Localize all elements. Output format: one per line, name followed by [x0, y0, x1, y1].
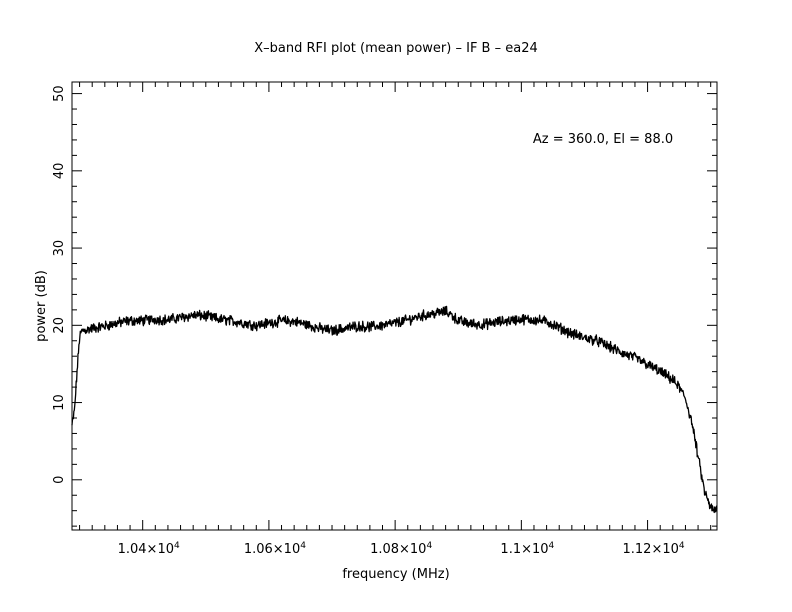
- x-tick-label: 1.04×104: [118, 541, 180, 557]
- y-tick-label: 0: [52, 476, 67, 484]
- axis-ticks: [72, 82, 717, 530]
- chart-annotation: Az = 360.0, El = 88.0: [533, 132, 673, 147]
- x-tick-label: 1.1×104: [500, 541, 554, 557]
- y-axis-label: power (dB): [34, 270, 49, 342]
- tick-labels: 1.04×104 1.06×104 1.08×104 1.1×104 1.12×104 0…: [52, 85, 685, 557]
- x-axis-label: frequency (MHz): [342, 567, 449, 582]
- series-group: [71, 305, 718, 514]
- y-tick-label: 30: [52, 240, 67, 257]
- plot-frame: [71, 81, 718, 531]
- x-tick-label: 1.08×104: [370, 541, 432, 557]
- y-tick-label: 10: [52, 394, 67, 411]
- y-tick-label: 20: [52, 317, 67, 334]
- x-tick-label: 1.12×104: [623, 541, 685, 557]
- y-tick-label: 50: [52, 85, 67, 102]
- power-series-line: [71, 305, 718, 514]
- chart-title: X–band RFI plot (mean power) – IF B – ea…: [254, 41, 538, 56]
- x-tick-label: 1.06×104: [244, 541, 306, 557]
- y-tick-label: 40: [52, 163, 67, 180]
